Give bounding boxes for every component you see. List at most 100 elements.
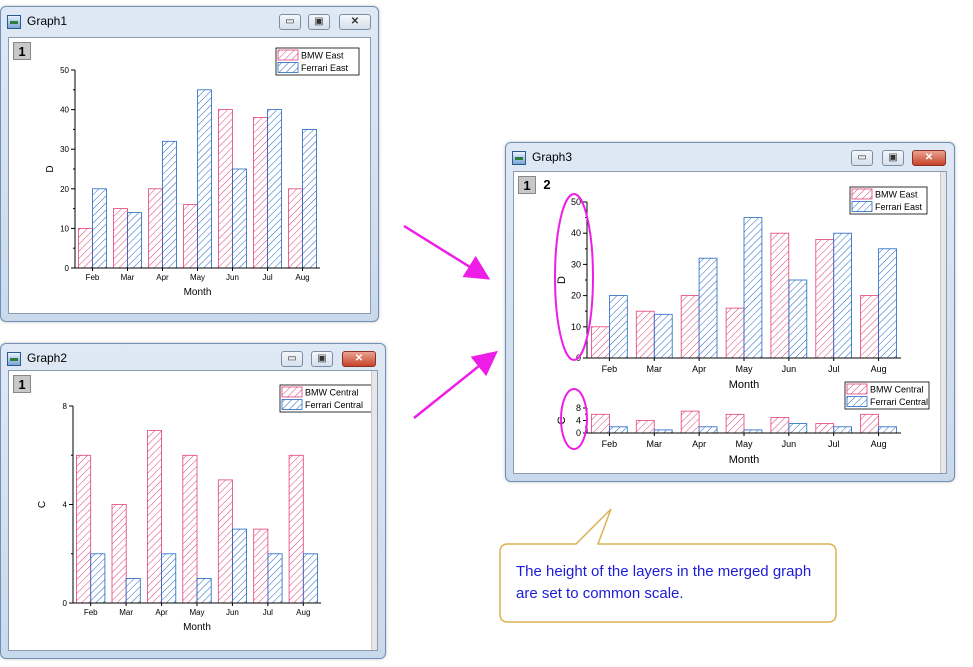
minimize-button[interactable]: ▭ (851, 150, 873, 166)
graph1-chart: 0 10 20 30 40 50 Feb Mar Apr May Jun Jul Aug Month D BM… (45, 47, 360, 298)
legend-label: BMW Central (305, 388, 359, 398)
callout-bubble (499, 508, 837, 623)
y-axis-title: D (556, 276, 568, 284)
graph1-page: 1 0 10 20 30 40 50 Feb Mar Apr May Jun Jul Aug Month D… (8, 37, 371, 314)
y-tick-label: 10 (60, 224, 69, 233)
y-tick-label: 50 (571, 197, 581, 207)
graph3-title: Graph3 (532, 150, 573, 164)
callout-text: The height of the layers in the merged g… (516, 563, 812, 602)
y-axis-title: D (45, 165, 56, 172)
graph2-chart: 0 4 8 Feb Mar Apr May Jun Jul Aug Month C BMW Centra… (37, 384, 377, 633)
x-axis-title: Month (184, 287, 212, 298)
layer-tab-1[interactable]: 1 (13, 42, 31, 60)
y-tick-label: 4 (63, 501, 68, 510)
graph3-chart: 0 10 20 30 40 50 Feb Mar Apr May Jun Jul Aug Month D BM… (556, 186, 930, 466)
vertical-scrollbar[interactable] (940, 172, 946, 473)
graph3-titlebar[interactable]: Graph3 ▭ ▣ ✕ (506, 143, 954, 171)
x-tick-label: May (735, 364, 753, 374)
x-tick-label: Aug (871, 439, 887, 449)
legend-swatch (851, 188, 873, 200)
x-tick-label: May (190, 273, 205, 282)
legend-label: BMW East (301, 51, 344, 61)
graph-window-icon (512, 151, 526, 165)
x-tick-label: Apr (156, 273, 169, 282)
x-tick-label: Jul (828, 364, 840, 374)
x-tick-label: Aug (295, 273, 309, 282)
minimize-button[interactable]: ▭ (281, 351, 303, 367)
x-axis-title: Month (183, 622, 211, 633)
layer-tab-2[interactable]: 2 (543, 177, 551, 192)
graph2-title: Graph2 (27, 351, 68, 365)
x-tick-label: Mar (647, 439, 663, 449)
layer2-scale-highlight (560, 388, 588, 450)
graph1-window[interactable]: Graph1 ▭ ▣ ✕ 1 0 10 20 30 40 50 Feb Mar Apr May Ju… (0, 6, 379, 322)
legend-swatch (846, 383, 868, 395)
close-button[interactable]: ✕ (912, 150, 946, 166)
merge-arrow-upper (403, 224, 491, 280)
x-tick-label: Jul (262, 273, 272, 282)
close-button[interactable]: ✕ (342, 351, 376, 367)
x-tick-label: Aug (296, 608, 310, 617)
x-tick-label: May (189, 608, 204, 617)
y-tick-label: 0 (63, 599, 68, 608)
y-tick-label: 30 (60, 145, 69, 154)
graph-window-icon (7, 352, 21, 366)
x-tick-label: May (735, 439, 753, 449)
y-tick-label: 40 (571, 228, 581, 238)
legend-swatch (277, 49, 299, 61)
x-tick-label: Feb (84, 608, 98, 617)
x-tick-label: Feb (86, 273, 100, 282)
legend-swatch (281, 399, 303, 410)
graph2-page: 1 0 4 8 Feb Mar Apr May Jun Jul Aug Month C BMW Cent… (8, 370, 378, 651)
y-tick-label: 4 (576, 416, 581, 426)
x-tick-label: Mar (121, 273, 135, 282)
y-tick-label: 8 (576, 403, 581, 413)
y-tick-label: 8 (63, 402, 68, 411)
layer-tab-1[interactable]: 1 (13, 375, 31, 393)
legend-label: BMW East (875, 190, 918, 200)
legend-label: Ferrari East (875, 202, 923, 212)
graph2-window[interactable]: Graph2 ▭ ▣ ✕ 1 0 4 8 Feb Mar Apr May Jun Jul Aug M… (0, 343, 386, 659)
graph2-titlebar[interactable]: Graph2 ▭ ▣ ✕ (1, 344, 385, 372)
layer1-scale-highlight (554, 193, 594, 361)
minimize-button[interactable]: ▭ (279, 14, 301, 30)
maximize-button[interactable]: ▣ (308, 14, 330, 30)
x-tick-label: Mar (647, 364, 663, 374)
legend-swatch (281, 386, 303, 398)
x-tick-label: Jun (782, 439, 797, 449)
x-tick-label: Feb (602, 439, 618, 449)
x-tick-label: Jun (226, 273, 239, 282)
y-tick-label: 0 (576, 428, 581, 438)
y-tick-label: 10 (571, 322, 581, 332)
x-axis-title: Month (729, 379, 760, 391)
y-tick-label: 0 (65, 264, 70, 273)
vertical-scrollbar[interactable] (371, 371, 377, 650)
legend: BMW East Ferrari East (849, 186, 928, 215)
graph3-page: 1 2 0 10 20 30 40 50 Feb Mar Apr May Jun Jul Aug Mont… (513, 171, 947, 474)
x-tick-label: Apr (155, 608, 168, 617)
close-button[interactable]: ✕ (339, 14, 371, 30)
y-tick-label: 50 (60, 66, 69, 75)
y-tick-label: 20 (571, 291, 581, 301)
legend-label: Ferrari Central (305, 400, 363, 410)
legend: BMW Central Ferrari Central (844, 381, 930, 410)
y-tick-label: 30 (571, 259, 581, 269)
graph1-titlebar[interactable]: Graph1 ▭ ▣ ✕ (1, 7, 378, 35)
maximize-button[interactable]: ▣ (882, 150, 904, 166)
x-tick-label: Mar (119, 608, 133, 617)
merge-arrow-lower (413, 350, 498, 419)
x-tick-label: Jun (226, 608, 239, 617)
x-tick-label: Apr (692, 439, 706, 449)
x-tick-label: Jul (263, 608, 273, 617)
y-tick-label: 40 (60, 106, 69, 115)
graph3-window[interactable]: Graph3 ▭ ▣ ✕ 1 2 0 10 20 30 40 50 Feb Mar Apr May… (505, 142, 955, 482)
legend: BMW Central Ferrari Central (279, 384, 377, 413)
y-axis-title: C (37, 501, 48, 508)
graph1-title: Graph1 (27, 14, 68, 28)
legend-label: Ferrari East (301, 63, 349, 73)
legend-label: Ferrari Central (870, 397, 928, 407)
maximize-button[interactable]: ▣ (311, 351, 333, 367)
legend: BMW East Ferrari East (275, 47, 360, 76)
layer-tab-1[interactable]: 1 (518, 176, 536, 194)
